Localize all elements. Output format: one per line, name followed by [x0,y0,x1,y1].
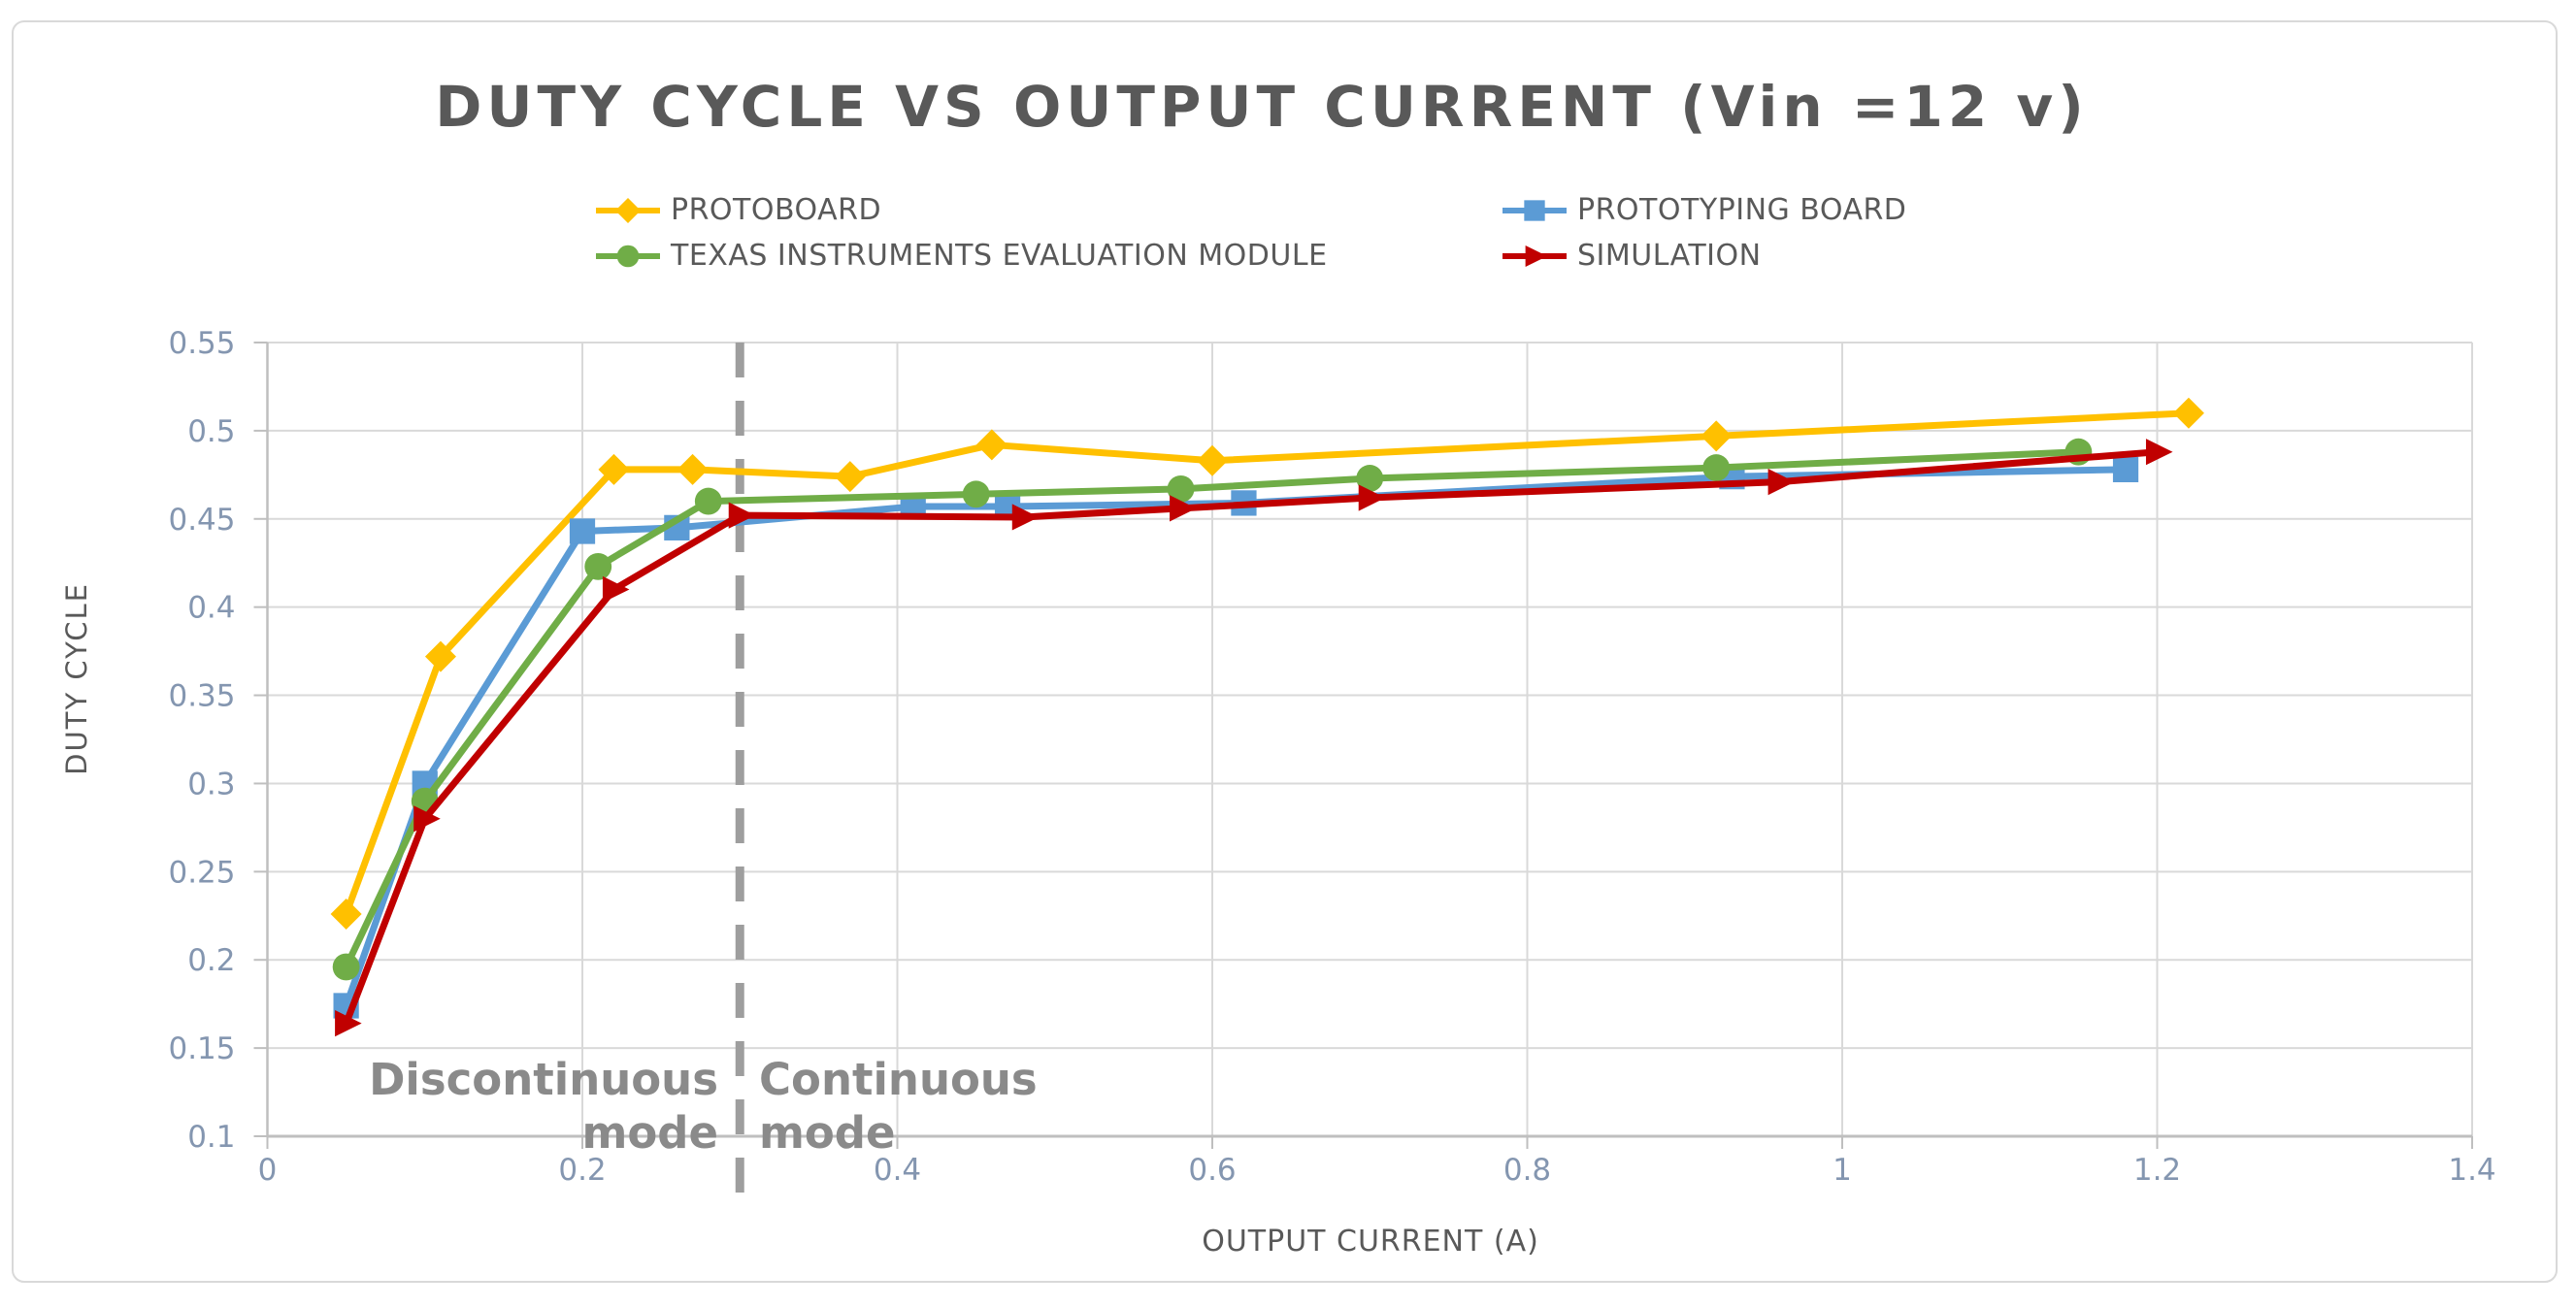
marker-square [569,518,596,544]
legend-entry-prototyping-board: PROTOTYPING BOARD [1501,193,1906,227]
y-tick-label: 0.35 [168,679,235,714]
marker-triangle-right [1170,495,1197,522]
marker-circle [332,953,360,981]
x-tick-label: 1 [1833,1153,1852,1188]
marker-circle [1702,454,1731,481]
y-tick-label: 0.3 [187,767,235,801]
marker-diamond [598,453,630,485]
legend-label: PROTOBOARD [671,193,882,227]
marker-triangle-right [1011,504,1040,531]
marker-diamond [677,453,709,485]
series-protoboard [330,397,2204,930]
marker-square [1524,199,1545,221]
marker-triangle-right [335,1010,362,1037]
marker-diamond [975,429,1007,461]
marker-diamond [424,640,456,672]
marker-circle [694,487,722,515]
series-texas-instruments-evaluation-module [332,438,2093,981]
y-tick-label: 0.5 [187,414,235,449]
marker-triangle-right [602,575,630,604]
legend-label: TEXAS INSTRUMENTS EVALUATION MODULE [671,239,1328,273]
y-tick-label: 0.45 [168,503,235,538]
marker-circle [584,552,612,580]
marker-circle [1167,474,1195,503]
x-tick-label: 0.4 [874,1153,921,1188]
marker-diamond [615,197,641,223]
marker-triangle-right [1525,245,1547,267]
x-tick-label: 0.2 [558,1153,606,1188]
chart-border [12,20,2558,1283]
annotation-discontinuous-mode: Discontinuous mode [369,1054,718,1159]
legend-label: SIMULATION [1577,239,1762,273]
marker-diamond [2172,397,2204,429]
legend-marker-diamond-icon [596,197,660,223]
x-tick-label: 1.2 [2133,1153,2181,1188]
x-tick-label: 0.6 [1188,1153,1236,1188]
legend-marker-circle-icon [596,245,660,267]
x-axis-title: OUTPUT CURRENT (A) [1202,1225,1539,1259]
marker-diamond [834,461,866,493]
marker-square [2112,456,2139,482]
marker-diamond [1701,420,1733,452]
legend-label: PROTOTYPING BOARD [1577,193,1907,227]
marker-triangle-right [728,502,756,529]
y-tick-label: 0.15 [168,1031,235,1066]
legend-entry-protoboard: PROTOBOARD [594,193,881,227]
annotation-continuous-mode: Continuous mode [759,1054,1038,1159]
y-tick-label: 0.4 [187,591,235,626]
legend-marker-square-icon [1503,199,1567,221]
y-tick-label: 0.1 [187,1120,235,1155]
y-tick-label: 0.2 [187,943,235,978]
y-axis-title: DUTY CYCLE [60,582,93,775]
marker-circle [1356,465,1384,492]
marker-circle [616,245,640,267]
y-tick-label: 0.55 [168,326,235,361]
marker-triangle-right [1767,469,1796,496]
x-tick-label: 0 [258,1153,278,1188]
legend-entry-ti-eval-module: TEXAS INSTRUMENTS EVALUATION MODULE [594,239,1328,273]
marker-triangle-right [413,805,441,833]
x-tick-label: 0.8 [1503,1153,1551,1188]
legend-marker-triangle-icon [1503,245,1567,267]
legend-entry-simulation: SIMULATION [1501,239,1762,273]
marker-diamond [330,898,362,930]
series-simulation [335,439,2173,1037]
marker-triangle-right [1358,484,1386,511]
y-tick-label: 0.25 [168,855,235,890]
x-tick-label: 1.4 [2448,1153,2495,1188]
marker-circle [962,480,990,508]
marker-diamond [1197,444,1228,476]
marker-triangle-right [2145,439,2173,466]
chart-title: DUTY CYCLE VS OUTPUT CURRENT (Vin =12 v) [435,74,2089,140]
